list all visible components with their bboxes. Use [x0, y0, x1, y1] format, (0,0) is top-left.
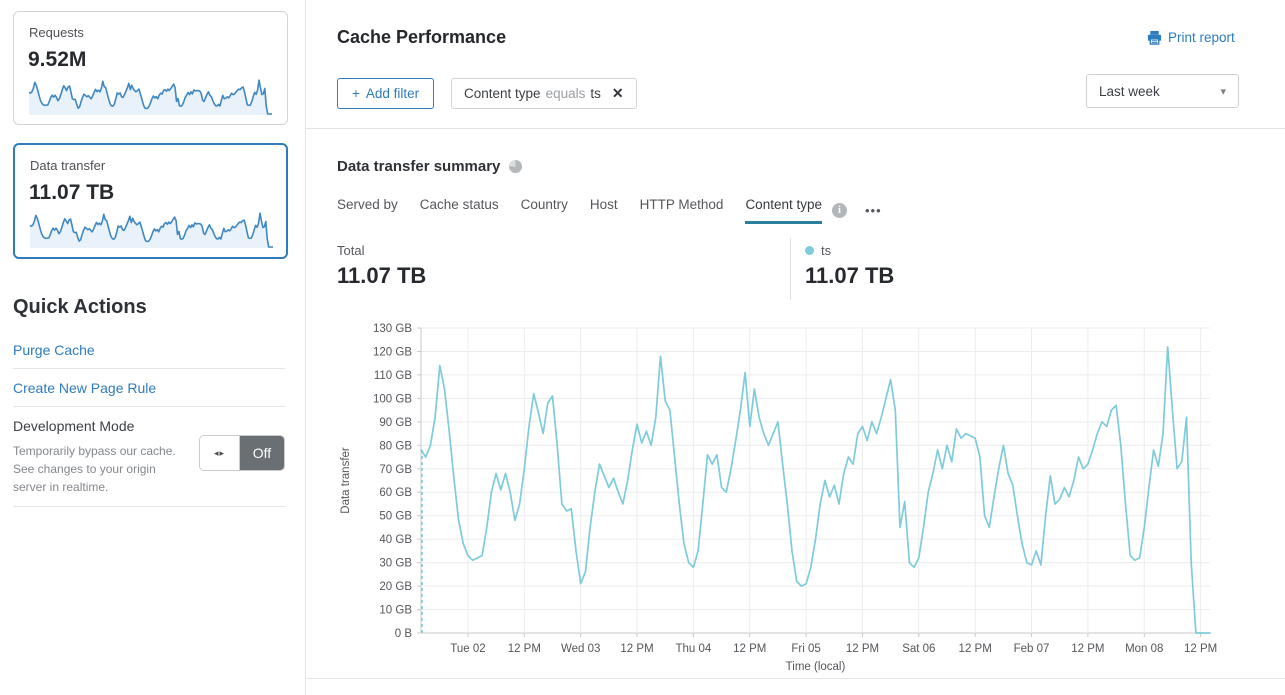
sidebar-divider	[305, 0, 306, 695]
data-transfer-metric-card[interactable]: Data transfer 11.07 TB	[13, 143, 288, 259]
divider	[13, 406, 285, 407]
svg-text:12 PM: 12 PM	[846, 643, 879, 655]
divider	[13, 506, 285, 507]
svg-text:Wed 03: Wed 03	[561, 643, 600, 655]
printer-icon	[1147, 30, 1162, 45]
sidebar: Requests 9.52M Data transfer 11.07 TB Qu…	[0, 0, 305, 695]
svg-text:Mon 08: Mon 08	[1125, 643, 1163, 655]
svg-text:Fri 05: Fri 05	[791, 643, 820, 655]
sampled-data-pie-icon	[509, 159, 523, 174]
requests-metric-card[interactable]: Requests 9.52M	[13, 11, 288, 125]
svg-text:12 PM: 12 PM	[1071, 643, 1104, 655]
svg-text:12 PM: 12 PM	[1184, 643, 1217, 655]
purge-cache-link[interactable]: Purge Cache	[13, 342, 95, 358]
svg-text:Feb 07: Feb 07	[1014, 643, 1050, 655]
summary-title-row: Data transfer summary	[337, 158, 523, 175]
series-legend-label: ts	[821, 243, 832, 258]
development-mode-label: Development Mode	[13, 418, 135, 434]
svg-text:80 GB: 80 GB	[379, 440, 412, 452]
chevron-down-icon: ▾	[1220, 85, 1226, 98]
filter-chip[interactable]: Content type equals ts ✕	[451, 78, 637, 109]
total-value: 11.07 TB	[337, 263, 427, 288]
svg-text:130 GB: 130 GB	[373, 323, 412, 335]
time-range-value: Last week	[1099, 83, 1160, 99]
divider	[306, 128, 1285, 129]
requests-sparkline	[28, 79, 272, 115]
create-page-rule-link[interactable]: Create New Page Rule	[13, 380, 157, 396]
plus-icon: +	[352, 86, 360, 101]
legend-row: ts	[805, 243, 831, 258]
svg-text:Sat 06: Sat 06	[902, 643, 935, 655]
svg-text:12 PM: 12 PM	[508, 643, 541, 655]
data-transfer-line-chart: 0 B 10 GB 20 GB 30 GB 40 GB 50 GB 60 GB 70 GB 80…	[340, 323, 1217, 673]
svg-text:90 GB: 90 GB	[379, 417, 412, 429]
svg-text:110 GB: 110 GB	[374, 370, 412, 382]
data-transfer-card-value: 11.07 TB	[29, 181, 115, 204]
svg-text:12 PM: 12 PM	[959, 643, 992, 655]
svg-text:Thu 04: Thu 04	[675, 643, 711, 655]
divider	[13, 368, 285, 369]
svg-text:0 B: 0 B	[395, 628, 413, 640]
summary-tabs: Served by Cache status Country Host HTTP…	[337, 197, 882, 224]
main-content: Cache Performance Print report + Add fil…	[306, 0, 1285, 695]
series-legend-dot	[805, 246, 814, 255]
svg-text:10 GB: 10 GB	[379, 605, 412, 617]
tab-http-method[interactable]: HTTP Method	[639, 197, 724, 212]
svg-text:60 GB: 60 GB	[379, 487, 412, 499]
quick-actions-heading: Quick Actions	[13, 296, 147, 318]
filter-value: ts	[590, 86, 601, 101]
toggle-arrows-icon[interactable]: ◂▸	[200, 436, 240, 470]
add-filter-button[interactable]: + Add filter	[337, 78, 435, 109]
print-report-link[interactable]: Print report	[1147, 30, 1235, 45]
more-tabs-icon[interactable]: •••	[865, 203, 882, 218]
summary-title: Data transfer summary	[337, 158, 501, 175]
tab-country[interactable]: Country	[520, 197, 568, 212]
filter-remove-icon[interactable]: ✕	[611, 85, 624, 101]
svg-text:70 GB: 70 GB	[379, 464, 412, 476]
divider	[790, 238, 791, 300]
tab-host[interactable]: Host	[589, 197, 618, 212]
svg-text:30 GB: 30 GB	[379, 558, 412, 570]
development-mode-description: Temporarily bypass our cache. See change…	[13, 444, 176, 494]
total-label: Total	[337, 243, 365, 258]
svg-text:12 PM: 12 PM	[620, 643, 653, 655]
filter-operator: equals	[545, 86, 586, 101]
requests-card-value: 9.52M	[28, 48, 87, 71]
data-transfer-sparkline	[29, 212, 273, 248]
tab-content-type[interactable]: Content type	[745, 197, 822, 224]
svg-text:12 PM: 12 PM	[733, 643, 766, 655]
info-icon[interactable]: i	[832, 203, 847, 218]
divider	[306, 678, 1285, 679]
page-title: Cache Performance	[337, 27, 507, 47]
add-filter-label: Add filter	[365, 86, 420, 101]
svg-text:100 GB: 100 GB	[373, 393, 412, 405]
svg-text:120 GB: 120 GB	[373, 346, 412, 358]
svg-text:20 GB: 20 GB	[379, 581, 412, 593]
time-range-dropdown[interactable]: Last week ▾	[1086, 74, 1239, 108]
svg-text:50 GB: 50 GB	[379, 511, 412, 523]
tab-cache-status[interactable]: Cache status	[419, 197, 499, 212]
print-report-label: Print report	[1168, 30, 1235, 45]
svg-text:Time (local): Time (local)	[786, 661, 846, 673]
toggle-off-label: Off	[240, 436, 284, 470]
requests-card-label: Requests	[29, 25, 84, 40]
svg-text:40 GB: 40 GB	[379, 534, 412, 546]
development-mode-toggle[interactable]: ◂▸ Off	[199, 435, 285, 471]
tab-served-by[interactable]: Served by	[337, 197, 398, 212]
svg-text:Tue 02: Tue 02	[450, 643, 485, 655]
filter-field: Content type	[464, 86, 541, 101]
data-transfer-card-label: Data transfer	[30, 158, 106, 173]
svg-text:Data transfer: Data transfer	[340, 447, 352, 514]
series-legend-value: 11.07 TB	[805, 263, 895, 288]
